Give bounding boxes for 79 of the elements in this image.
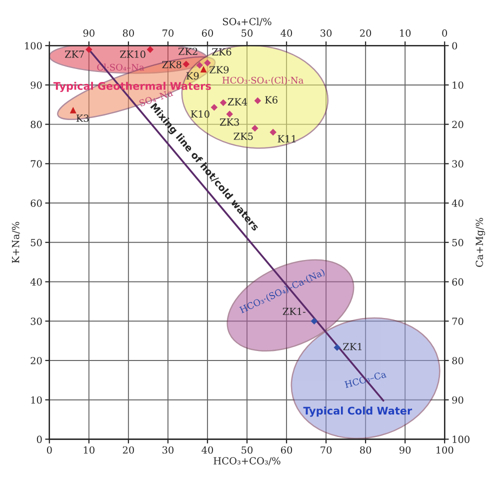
y2-axis-title: Ca+Mg/% xyxy=(476,218,486,267)
annotation: ZK3 xyxy=(220,118,239,126)
x-tick-label: 20 xyxy=(122,446,134,454)
x-tick-label: 10 xyxy=(84,446,94,454)
annotation: K3 xyxy=(76,114,89,122)
y-tick-label: 30 xyxy=(30,318,42,325)
x-axis-title: HCO₃+CO₃/% xyxy=(214,457,280,466)
x2-tick-label: 50 xyxy=(242,29,253,37)
x-tick-label: 60 xyxy=(280,446,292,454)
y2-tick-label: 70 xyxy=(452,318,464,325)
annotation: K6 xyxy=(265,96,278,104)
y-tick-label: 100 xyxy=(25,42,42,50)
annotation: K10 xyxy=(190,110,210,118)
x2-tick-label: 0 xyxy=(442,29,448,37)
x2-tick-label: 80 xyxy=(122,29,134,37)
point xyxy=(182,60,190,68)
point xyxy=(226,110,234,118)
y2-tick-label: 20 xyxy=(452,120,464,128)
point xyxy=(196,62,203,69)
annotation: K9 xyxy=(186,72,199,80)
annotation: HCO₃·SO₄·(Cl)·Na xyxy=(222,76,304,85)
y2-tick-label: 90 xyxy=(452,396,464,404)
y-tick-label: 10 xyxy=(31,396,42,404)
point xyxy=(220,99,227,106)
x2-tick-label: 70 xyxy=(162,29,174,37)
point xyxy=(252,124,258,132)
y-tick-label: 20 xyxy=(30,356,42,364)
x2-tick-label: 40 xyxy=(280,29,292,37)
x-tick-label: 30 xyxy=(162,446,174,454)
x-tick-label: 40 xyxy=(202,446,214,454)
y-tick-label: 60 xyxy=(30,200,42,207)
x-tick-label: 80 xyxy=(360,446,372,454)
annotation: ZK9 xyxy=(210,66,229,74)
point xyxy=(200,66,207,72)
y-tick-label: 80 xyxy=(30,120,42,128)
x2-tick-label: 20 xyxy=(360,29,372,37)
y2-tick-label: 100 xyxy=(452,436,470,444)
annotation: K11 xyxy=(278,135,296,142)
x2-tick-label: 60 xyxy=(202,29,214,37)
point xyxy=(204,60,211,66)
x-tick-label: 50 xyxy=(242,446,253,454)
annotation: ZK2 xyxy=(178,48,198,55)
point xyxy=(254,97,262,104)
x2-axis-title: SO₄+Cl/% xyxy=(222,18,272,26)
x-tick-label: 100 xyxy=(436,446,454,454)
point xyxy=(310,318,318,325)
x-tick-label: 70 xyxy=(320,446,332,454)
x-tick-label: 0 xyxy=(46,446,52,454)
point xyxy=(70,106,76,114)
point xyxy=(334,344,341,351)
y-tick-label: 0 xyxy=(36,436,42,444)
annotation: ZK8 xyxy=(162,60,182,68)
annotation: ZK5 xyxy=(234,132,253,140)
x2-tick-label: 10 xyxy=(400,29,411,37)
point xyxy=(210,104,218,111)
annotation: Typical Cold Water xyxy=(303,406,412,417)
y-tick-label: 70 xyxy=(30,160,42,168)
y2-tick-label: 50 xyxy=(452,238,464,246)
annotation: ZK6 xyxy=(212,48,232,56)
y2-tick-label: 30 xyxy=(452,160,464,168)
annotation: ZK1 xyxy=(343,342,362,350)
point xyxy=(270,128,276,136)
y-axis-title: K+Na/% xyxy=(12,222,20,263)
y-tick-label: 40 xyxy=(30,278,42,286)
x2-tick-label: 90 xyxy=(83,29,94,37)
y-tick-label: 90 xyxy=(30,81,42,89)
y2-tick-label: 80 xyxy=(452,356,464,364)
y2-tick-label: 60 xyxy=(452,278,464,286)
x-tick-label: 90 xyxy=(400,446,411,454)
y2-tick-label: 10 xyxy=(452,81,464,89)
point xyxy=(146,46,154,53)
annotation: ZK10 xyxy=(120,50,146,58)
x2-tick-label: 30 xyxy=(320,29,332,37)
point xyxy=(86,46,92,53)
annotation: ZK7 xyxy=(64,50,84,58)
annotation: ZK4 xyxy=(228,98,248,106)
y2-tick-label: 0 xyxy=(452,42,458,50)
y2-tick-label: 40 xyxy=(452,200,464,207)
y-tick-label: 50 xyxy=(30,238,42,246)
